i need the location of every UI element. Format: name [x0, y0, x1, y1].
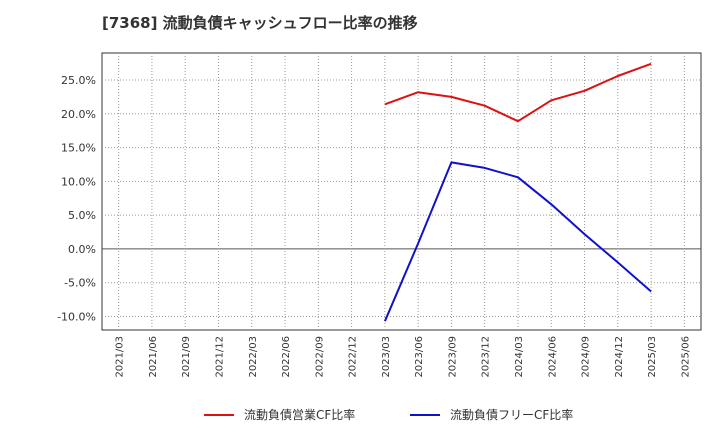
y-tick-label: 15.0% [61, 142, 96, 155]
legend-label: 流動負債フリーCF比率 [450, 407, 573, 422]
x-tick-label: 2021/06 [148, 336, 159, 378]
x-tick-label: 2023/09 [447, 336, 458, 378]
legend-label: 流動負債営業CF比率 [244, 407, 355, 422]
x-tick-label: 2021/12 [214, 336, 225, 378]
x-tick-label: 2022/12 [348, 336, 359, 378]
legend: 流動負債営業CF比率 流動負債フリーCF比率 [204, 407, 573, 422]
x-tick-label: 2022/09 [314, 336, 325, 378]
x-tick-label: 2024/09 [581, 336, 592, 378]
y-tick-label: -5.0% [64, 277, 96, 290]
x-tick-label: 2023/06 [414, 336, 425, 378]
series-line [384, 62, 652, 123]
x-tick-label: 2023/03 [381, 336, 392, 378]
x-tick-label: 2023/12 [481, 336, 492, 378]
x-tick-label: 2022/06 [281, 336, 292, 378]
x-tick-label: 2022/03 [248, 336, 259, 378]
x-tick-label: 2025/03 [647, 336, 658, 378]
x-axis-ticks: 2021/03 2021/06 2021/09 2021/12 2022/03 2022/… [115, 336, 692, 378]
x-tick-label: 2021/03 [115, 336, 126, 378]
y-tick-label: 10.0% [61, 175, 96, 188]
y-tick-label: 25.0% [61, 74, 96, 87]
x-tick-label: 2024/12 [614, 336, 625, 378]
grid-lines [102, 53, 701, 330]
series-lines [383, 62, 652, 322]
y-tick-label: 0.0% [68, 243, 96, 256]
x-tick-label: 2024/03 [514, 336, 525, 378]
y-tick-label: -10.0% [57, 310, 96, 323]
x-tick-label: 2024/06 [547, 336, 558, 378]
y-tick-label: 5.0% [68, 209, 96, 222]
x-tick-label: 2021/09 [181, 336, 192, 378]
y-axis-ticks: 25.0% 20.0% 15.0% 10.0% 5.0% 0.0% -5.0% -10.0% [57, 74, 96, 323]
chart-title: [7368] 流動負債キャッシュフロー比率の推移 [102, 14, 418, 32]
series-line [383, 161, 652, 322]
x-tick-label: 2025/06 [680, 336, 691, 378]
plot-area [101, 52, 702, 331]
y-tick-label: 20.0% [61, 108, 96, 121]
